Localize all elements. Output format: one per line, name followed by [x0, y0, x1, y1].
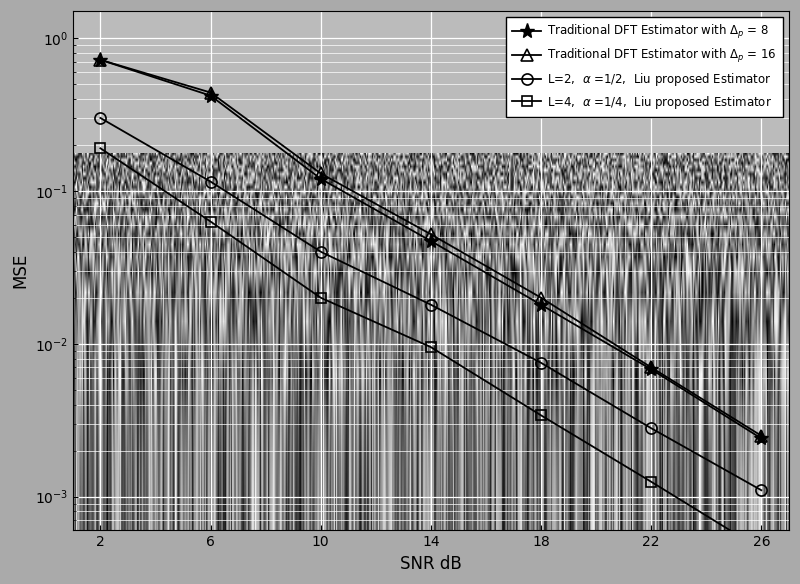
Traditional DFT Estimator with $\Delta_p$ = 16 — [536, 294, 546, 301]
L=4,  $\alpha$ =1/4,  Liu proposed Estimator — [206, 218, 215, 225]
L=2,  $\alpha$ =1/2,  Liu proposed Estimator — [95, 114, 105, 121]
L=4,  $\alpha$ =1/4,  Liu proposed Estimator — [646, 478, 656, 485]
Legend: Traditional DFT Estimator with $\Delta_p$ = 8, Traditional DFT Estimator with $\: Traditional DFT Estimator with $\Delta_p… — [506, 17, 783, 117]
Traditional DFT Estimator with $\Delta_p$ = 8 — [536, 301, 546, 308]
L=4,  $\alpha$ =1/4,  Liu proposed Estimator — [757, 546, 766, 553]
L=4,  $\alpha$ =1/4,  Liu proposed Estimator — [536, 412, 546, 419]
Traditional DFT Estimator with $\Delta_p$ = 8 — [95, 56, 105, 63]
Line: L=2,  $\alpha$ =1/2,  Liu proposed Estimator: L=2, $\alpha$ =1/2, Liu proposed Estimat… — [95, 112, 767, 496]
L=2,  $\alpha$ =1/2,  Liu proposed Estimator — [757, 486, 766, 493]
Traditional DFT Estimator with $\Delta_p$ = 16 — [316, 170, 326, 177]
L=4,  $\alpha$ =1/4,  Liu proposed Estimator — [316, 294, 326, 301]
Traditional DFT Estimator with $\Delta_p$ = 8 — [316, 175, 326, 182]
Line: Traditional DFT Estimator with $\Delta_p$ = 8: Traditional DFT Estimator with $\Delta_p… — [93, 52, 769, 446]
Traditional DFT Estimator with $\Delta_p$ = 16 — [95, 56, 105, 63]
Traditional DFT Estimator with $\Delta_p$ = 8 — [206, 92, 215, 99]
L=2,  $\alpha$ =1/2,  Liu proposed Estimator — [646, 425, 656, 432]
Traditional DFT Estimator with $\Delta_p$ = 16 — [206, 89, 215, 96]
Line: Traditional DFT Estimator with $\Delta_p$ = 16: Traditional DFT Estimator with $\Delta_p… — [94, 54, 767, 442]
L=2,  $\alpha$ =1/2,  Liu proposed Estimator — [316, 248, 326, 255]
Traditional DFT Estimator with $\Delta_p$ = 16 — [757, 432, 766, 439]
Traditional DFT Estimator with $\Delta_p$ = 8 — [757, 435, 766, 442]
L=2,  $\alpha$ =1/2,  Liu proposed Estimator — [206, 178, 215, 185]
Traditional DFT Estimator with $\Delta_p$ = 8 — [646, 366, 656, 373]
L=2,  $\alpha$ =1/2,  Liu proposed Estimator — [536, 359, 546, 366]
L=4,  $\alpha$ =1/4,  Liu proposed Estimator — [426, 343, 436, 350]
Traditional DFT Estimator with $\Delta_p$ = 16 — [646, 364, 656, 371]
L=4,  $\alpha$ =1/4,  Liu proposed Estimator — [95, 145, 105, 152]
Traditional DFT Estimator with $\Delta_p$ = 16 — [426, 231, 436, 238]
Traditional DFT Estimator with $\Delta_p$ = 8 — [426, 238, 436, 245]
Line: L=4,  $\alpha$ =1/4,  Liu proposed Estimator: L=4, $\alpha$ =1/4, Liu proposed Estimat… — [95, 144, 766, 554]
Y-axis label: MSE: MSE — [11, 253, 29, 288]
X-axis label: SNR dB: SNR dB — [400, 555, 462, 573]
L=2,  $\alpha$ =1/2,  Liu proposed Estimator — [426, 301, 436, 308]
